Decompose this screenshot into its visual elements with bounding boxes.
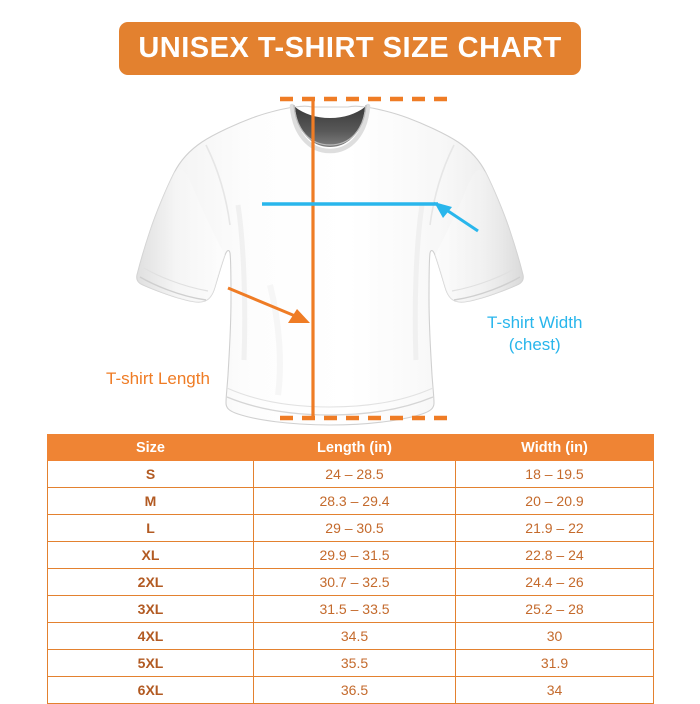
cell-width: 30 xyxy=(455,622,654,650)
length-arrow-head xyxy=(288,309,310,323)
page-title: UNISEX T-SHIRT SIZE CHART xyxy=(138,32,562,64)
cell-length: 35.5 xyxy=(253,649,456,677)
tshirt-illustration xyxy=(136,96,524,426)
cell-size: XL xyxy=(47,541,254,569)
table-row: 4XL 34.5 30 xyxy=(47,622,654,650)
cell-size: 4XL xyxy=(47,622,254,650)
cell-size: S xyxy=(47,460,254,488)
column-header-length: Length (in) xyxy=(253,434,456,461)
cell-size: 6XL xyxy=(47,676,254,704)
cell-length: 30.7 – 32.5 xyxy=(253,568,456,596)
cell-length: 29.9 – 31.5 xyxy=(253,541,456,569)
table-row: S 24 – 28.5 18 – 19.5 xyxy=(47,460,654,488)
cell-length: 34.5 xyxy=(253,622,456,650)
cell-size: 3XL xyxy=(47,595,254,623)
cell-size: M xyxy=(47,487,254,515)
cell-width: 25.2 – 28 xyxy=(455,595,654,623)
cell-size: 5XL xyxy=(47,649,254,677)
width-label-line1: T-shirt Width xyxy=(487,313,583,332)
column-header-width: Width (in) xyxy=(455,434,654,461)
table-row: XL 29.9 – 31.5 22.8 – 24 xyxy=(47,541,654,569)
cell-length: 28.3 – 29.4 xyxy=(253,487,456,515)
cell-width: 22.8 – 24 xyxy=(455,541,654,569)
table-row: 3XL 31.5 – 33.5 25.2 – 28 xyxy=(47,595,654,623)
cell-width: 18 – 19.5 xyxy=(455,460,654,488)
cell-width: 24.4 – 26 xyxy=(455,568,654,596)
cell-length: 36.5 xyxy=(253,676,456,704)
cell-size: 2XL xyxy=(47,568,254,596)
table-row: L 29 – 30.5 21.9 – 22 xyxy=(47,514,654,542)
cell-width: 21.9 – 22 xyxy=(455,514,654,542)
title-banner: UNISEX T-SHIRT SIZE CHART xyxy=(119,22,581,75)
length-arrow-shaft xyxy=(227,286,301,320)
table-header-row: Size Length (in) Width (in) xyxy=(47,434,654,461)
table-row: 5XL 35.5 31.9 xyxy=(47,649,654,677)
width-annotation-label: T-shirt Width (chest) xyxy=(487,312,582,356)
cell-length: 29 – 30.5 xyxy=(253,514,456,542)
size-chart-table: Size Length (in) Width (in) S 24 – 28.5 18… xyxy=(47,434,654,704)
tshirt-shape xyxy=(136,103,524,426)
table-row: 2XL 30.7 – 32.5 24.4 – 26 xyxy=(47,568,654,596)
table-row: 6XL 36.5 34 xyxy=(47,676,654,704)
width-arrow-head xyxy=(434,202,452,218)
cell-size: L xyxy=(47,514,254,542)
table-row: M 28.3 – 29.4 20 – 20.9 xyxy=(47,487,654,515)
column-header-size: Size xyxy=(47,434,254,461)
table-body: S 24 – 28.5 18 – 19.5 M 28.3 – 29.4 20 – 20.9… xyxy=(47,460,654,704)
cell-width: 34 xyxy=(455,676,654,704)
width-label-line2: (chest) xyxy=(508,335,561,354)
tshirt-diagram: T-shirt Width (chest) T-shirt Length xyxy=(0,85,700,430)
cell-length: 24 – 28.5 xyxy=(253,460,456,488)
cell-length: 31.5 – 33.5 xyxy=(253,595,456,623)
length-annotation-label: T-shirt Length xyxy=(106,369,210,388)
cell-width: 31.9 xyxy=(455,649,654,677)
cell-width: 20 – 20.9 xyxy=(455,487,654,515)
